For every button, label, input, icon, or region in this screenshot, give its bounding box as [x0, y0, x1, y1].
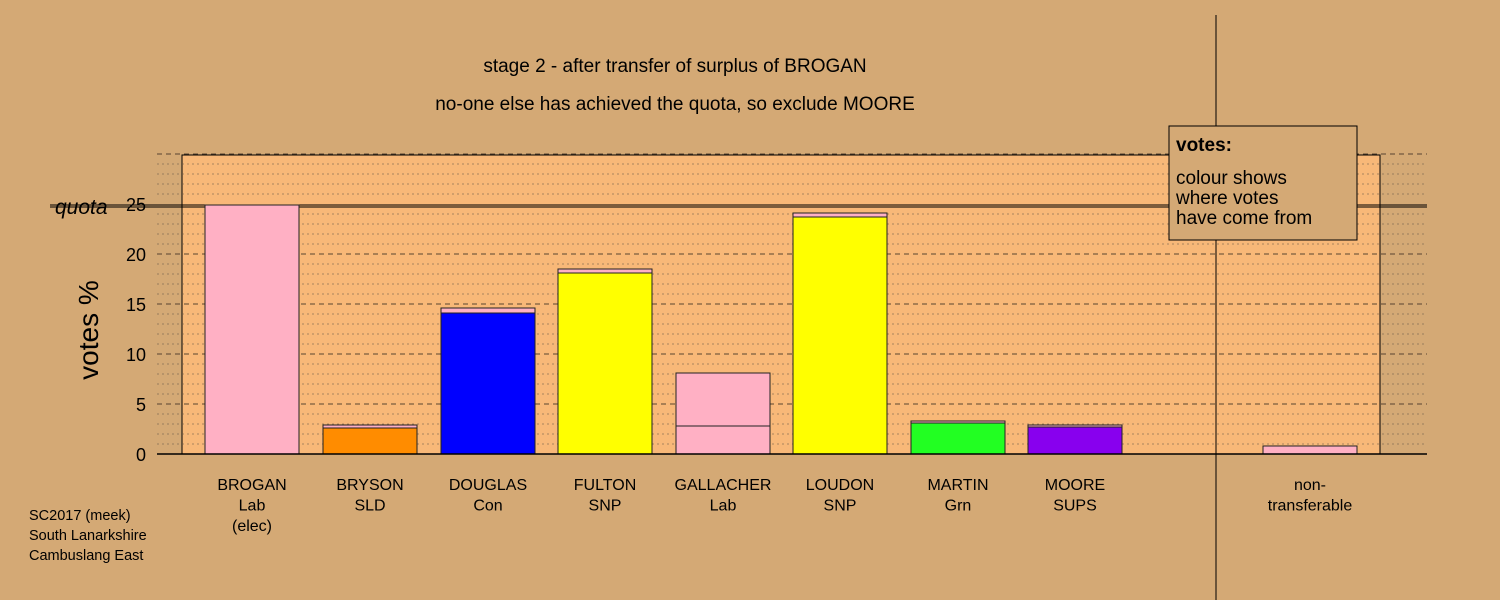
category-label: Lab: [710, 498, 737, 515]
bar-segment: [440, 312, 536, 455]
y-axis: 0 5 10 15 20 25: [126, 195, 146, 465]
category-label: GALLACHER: [675, 477, 772, 494]
category-label: (elec): [232, 518, 272, 535]
category-label: FULTON: [574, 477, 637, 494]
footer: SC2017 (meek) South Lanarkshire Cambusla…: [29, 508, 147, 564]
bar-segment: [440, 307, 536, 314]
legend-line: colour shows: [1176, 168, 1287, 189]
y-tick-label: 20: [126, 245, 146, 265]
category-label: Grn: [945, 498, 972, 515]
bar-segment: [1027, 426, 1123, 455]
x-axis-categories: BROGAN Lab (elec) BRYSON SLD DOUGLAS Con FULTON…: [217, 477, 1352, 535]
bar-segment: [1262, 445, 1358, 455]
bar-segment: [557, 272, 653, 455]
chart-title: stage 2 - after transfer of surplus of B…: [483, 56, 866, 77]
legend: votes: colour shows where votes have com…: [1168, 125, 1358, 241]
legend-line: where votes: [1175, 188, 1278, 209]
bar-segment: [322, 427, 418, 455]
category-label: DOUGLAS: [449, 477, 527, 494]
category-label: SLD: [354, 498, 385, 515]
category-label: SUPS: [1053, 498, 1097, 515]
bar-segment: [1027, 424, 1123, 428]
bar-segment: [204, 204, 300, 455]
bar-segment: [910, 422, 1006, 455]
category-label: Lab: [239, 498, 266, 515]
category-label: SNP: [824, 498, 857, 515]
y-tick-label: 0: [136, 445, 146, 465]
bar-segment: [675, 425, 771, 455]
bar-segment: [910, 420, 1006, 424]
legend-box: [1168, 125, 1358, 241]
category-label: MARTIN: [927, 477, 988, 494]
bars-group: [204, 204, 1358, 455]
category-label: LOUDON: [806, 477, 874, 494]
bar-segment: [792, 216, 888, 455]
category-label: MOORE: [1045, 477, 1105, 494]
category-label: Con: [473, 498, 502, 515]
y-axis-label: votes %: [73, 280, 104, 380]
category-label: SNP: [589, 498, 622, 515]
legend-line: have come from: [1176, 208, 1312, 229]
footer-line: SC2017 (meek): [29, 508, 131, 524]
category-label: transferable: [1268, 498, 1353, 515]
bar-segment: [557, 268, 653, 274]
category-label: BROGAN: [217, 477, 286, 494]
quota-label: quota: [55, 196, 108, 219]
y-tick-label: 25: [126, 195, 146, 215]
category-label: non-: [1294, 477, 1326, 494]
y-tick-label: 10: [126, 345, 146, 365]
legend-title: votes:: [1176, 135, 1232, 156]
category-label: BRYSON: [336, 477, 403, 494]
footer-line: South Lanarkshire: [29, 528, 147, 544]
bar-segment: [675, 372, 771, 427]
chart-subtitle: no-one else has achieved the quota, so e…: [435, 94, 915, 115]
y-tick-label: 15: [126, 295, 146, 315]
footer-line: Cambuslang East: [29, 548, 143, 564]
bar-segment: [792, 212, 888, 218]
y-tick-label: 5: [136, 395, 146, 415]
bar-segment: [322, 424, 418, 429]
